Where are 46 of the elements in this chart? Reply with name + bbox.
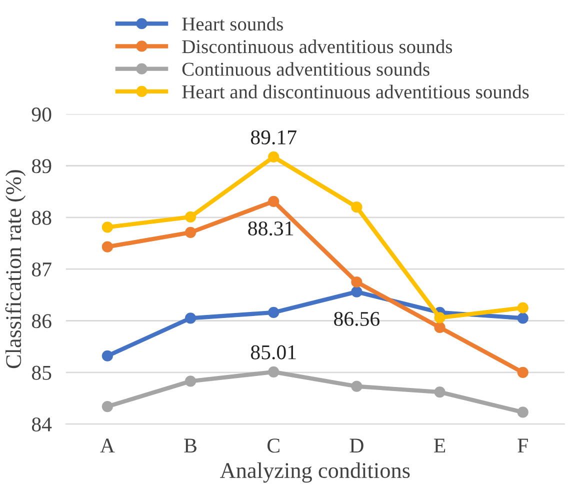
y-tick-label: 84 <box>32 417 52 432</box>
x-tick-label: A <box>100 438 115 452</box>
point <box>351 276 362 288</box>
legend-label: Continuous adventitious sounds <box>182 62 430 76</box>
point <box>184 312 196 324</box>
y-tick-label: 89 <box>32 159 52 174</box>
legend-label: Heart and discontinuous adventitious sounds <box>182 84 529 98</box>
x-axis-title: Analyzing conditions <box>220 462 410 483</box>
y-tick-label: 85 <box>32 366 52 380</box>
x-tick-label: D <box>350 438 364 452</box>
point <box>268 196 280 207</box>
point <box>434 386 446 398</box>
point <box>351 380 362 392</box>
data-label: 86.56 <box>334 312 380 326</box>
x-tick-label: E <box>434 438 446 452</box>
point <box>351 202 362 213</box>
point <box>184 226 196 238</box>
x-tick-label: F <box>518 438 528 452</box>
point <box>102 350 113 362</box>
point <box>434 322 446 334</box>
point <box>268 306 280 318</box>
point <box>268 151 280 163</box>
point <box>102 222 113 233</box>
point <box>517 302 528 314</box>
x-tick-label: B <box>184 438 196 452</box>
y-axis-title: Classification rate (%) <box>5 170 26 368</box>
legend-label: Discontinuous adventitious sounds <box>182 40 452 54</box>
y-tick-label: 88 <box>32 210 52 225</box>
point <box>102 400 113 412</box>
x-tick-label: C <box>268 438 280 453</box>
point <box>517 366 528 378</box>
point <box>184 211 196 222</box>
data-label: 88.31 <box>248 221 294 236</box>
point <box>351 286 362 298</box>
point <box>184 376 196 387</box>
point <box>102 241 113 252</box>
y-tick-label: 90 <box>32 107 52 122</box>
y-tick-label: 87 <box>32 262 52 277</box>
y-tick-label: 86 <box>32 314 52 328</box>
point <box>268 366 280 378</box>
point <box>434 312 446 324</box>
point <box>517 406 528 418</box>
legend-label: Heart sounds <box>182 16 283 31</box>
data-label: 89.17 <box>250 130 296 144</box>
point <box>517 312 528 324</box>
data-label: 85.01 <box>250 345 296 360</box>
